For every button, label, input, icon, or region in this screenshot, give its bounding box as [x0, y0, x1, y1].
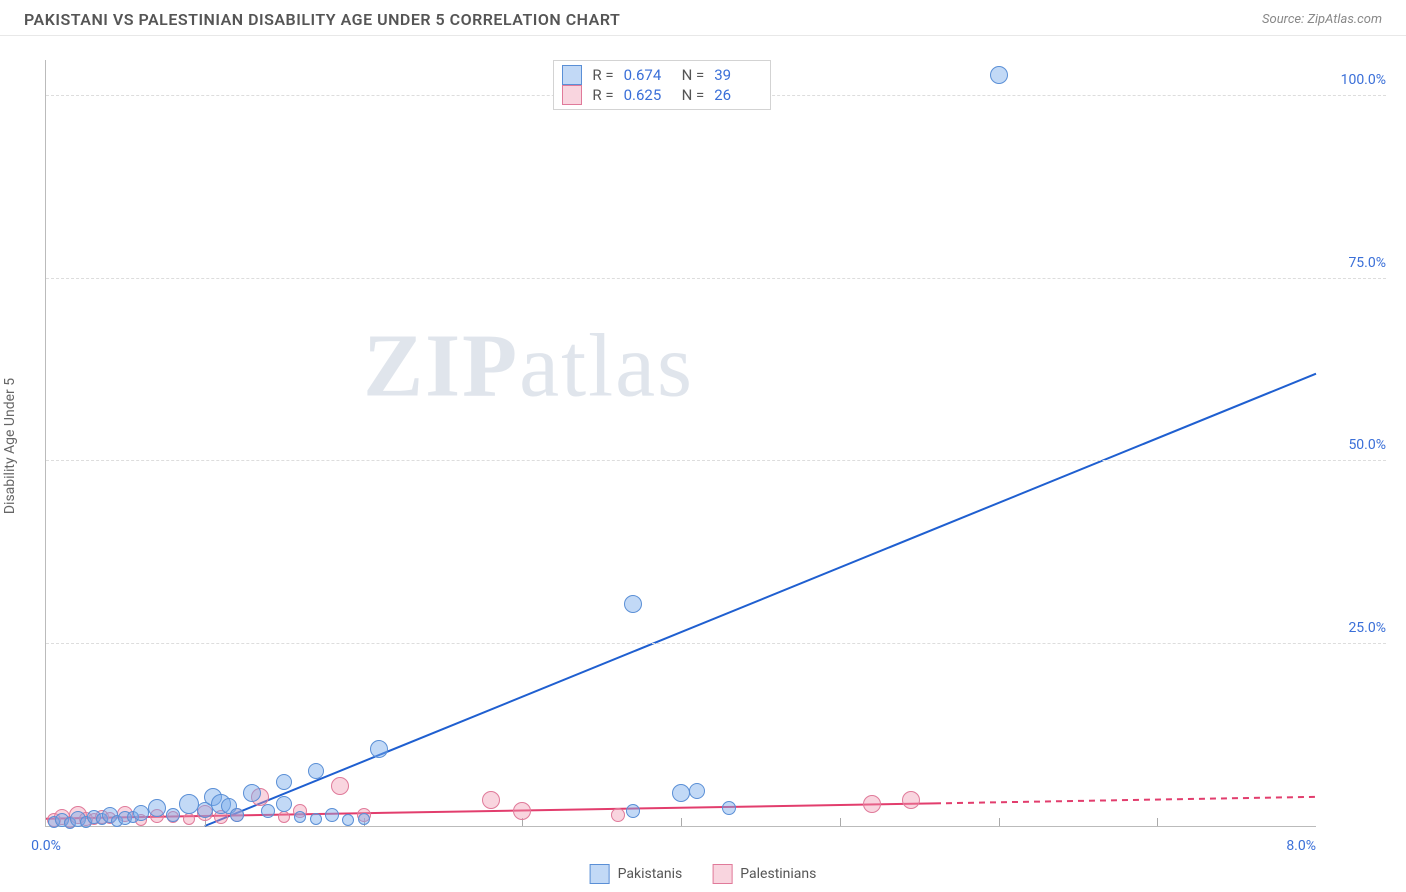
- data-point-pakistanis: [624, 595, 642, 613]
- data-point-pakistanis: [358, 813, 370, 825]
- n-value-pakistanis: 39: [714, 66, 762, 84]
- source-attribution: Source: ZipAtlas.com: [1262, 12, 1382, 27]
- data-point-palestinians: [331, 777, 349, 795]
- data-point-palestinians: [611, 808, 625, 822]
- legend-item-pakistanis: Pakistanis: [590, 864, 683, 884]
- data-point-pakistanis: [243, 784, 261, 802]
- legend-item-palestinians: Palestinians: [712, 864, 816, 884]
- plot-area: ZIPatlas 25.0%50.0%75.0%100.0%0.0%8.0%: [45, 60, 1316, 827]
- data-point-pakistanis: [148, 799, 166, 817]
- data-point-pakistanis: [626, 804, 640, 818]
- data-point-palestinians: [863, 795, 881, 813]
- chart-title: PAKISTANI VS PALESTINIAN DISABILITY AGE …: [24, 10, 620, 29]
- r-label: R =: [592, 86, 613, 104]
- legend-label-pakistanis: Pakistanis: [618, 866, 683, 882]
- watermark-atlas: atlas: [519, 317, 694, 416]
- r-value-palestinians: 0.625: [624, 86, 672, 104]
- y-tick-label: 25.0%: [1326, 620, 1386, 636]
- data-point-pakistanis: [672, 784, 690, 802]
- data-point-pakistanis: [370, 740, 388, 758]
- bottom-legend: Pakistanis Palestinians: [590, 864, 817, 884]
- source-name: ZipAtlas.com: [1307, 12, 1382, 27]
- swatch-pakistanis: [562, 65, 582, 85]
- y-tick-label: 75.0%: [1326, 255, 1386, 271]
- data-point-pakistanis: [276, 774, 292, 790]
- swatch-palestinians: [562, 85, 582, 105]
- swatch-palestinians: [712, 864, 732, 884]
- gridline: [46, 643, 1386, 644]
- n-label: N =: [682, 66, 705, 84]
- data-point-pakistanis: [310, 813, 322, 825]
- trend-lines: [46, 60, 1316, 826]
- legend-label-palestinians: Palestinians: [740, 866, 816, 882]
- y-tick-label: 100.0%: [1326, 72, 1386, 88]
- legend-stats-row-pakistanis: R = 0.674 N = 39: [562, 65, 762, 85]
- data-point-pakistanis: [342, 814, 354, 826]
- data-point-pakistanis: [990, 66, 1008, 84]
- watermark: ZIPatlas: [363, 315, 694, 418]
- r-label: R =: [592, 66, 613, 84]
- source-label: Source:: [1262, 12, 1307, 27]
- data-point-pakistanis: [230, 808, 244, 822]
- n-label: N =: [682, 86, 705, 104]
- chart-area: ZIPatlas 25.0%50.0%75.0%100.0%0.0%8.0% R…: [45, 60, 1316, 827]
- data-point-palestinians: [902, 791, 920, 809]
- swatch-pakistanis: [590, 864, 610, 884]
- r-value-pakistanis: 0.674: [624, 66, 672, 84]
- x-tick-label-min: 0.0%: [31, 838, 61, 854]
- legend-stats-box: R = 0.674 N = 39 R = 0.625 N = 26: [553, 60, 771, 110]
- x-tick: [840, 818, 841, 826]
- y-tick-label: 50.0%: [1326, 437, 1386, 453]
- gridline: [46, 278, 1386, 279]
- data-point-pakistanis: [308, 763, 324, 779]
- y-axis-title: Disability Age Under 5: [2, 378, 18, 514]
- gridline: [46, 460, 1386, 461]
- data-point-pakistanis: [276, 796, 292, 812]
- data-point-pakistanis: [166, 808, 180, 822]
- n-value-palestinians: 26: [714, 86, 762, 104]
- data-point-pakistanis: [325, 808, 339, 822]
- data-point-palestinians: [183, 813, 195, 825]
- watermark-zip: ZIP: [363, 317, 519, 416]
- x-tick-label-max: 8.0%: [1286, 838, 1316, 854]
- x-tick: [1157, 818, 1158, 826]
- data-point-pakistanis: [689, 783, 705, 799]
- data-point-palestinians: [278, 811, 290, 823]
- data-point-palestinians: [513, 802, 531, 820]
- data-point-pakistanis: [722, 801, 736, 815]
- data-point-pakistanis: [133, 805, 149, 821]
- x-tick: [681, 818, 682, 826]
- data-point-palestinians: [482, 791, 500, 809]
- chart-header: PAKISTANI VS PALESTINIAN DISABILITY AGE …: [0, 0, 1406, 36]
- data-point-pakistanis: [261, 804, 275, 818]
- x-tick: [999, 818, 1000, 826]
- legend-stats-row-palestinians: R = 0.625 N = 26: [562, 85, 762, 105]
- data-point-pakistanis: [294, 811, 306, 823]
